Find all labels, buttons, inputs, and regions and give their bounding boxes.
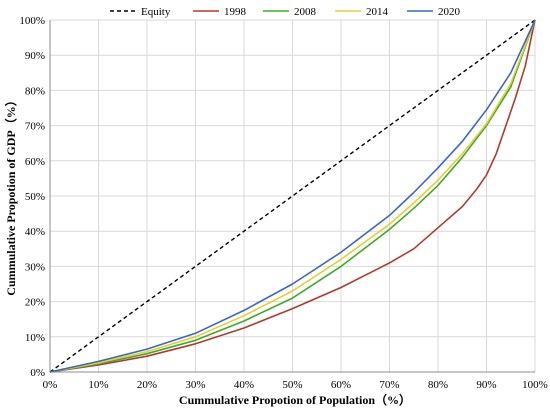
y-tick-label: 70% bbox=[25, 121, 45, 133]
grid bbox=[50, 19, 536, 372]
y-axis-title: Cummulative Propotion of GDP（%） bbox=[3, 94, 18, 295]
x-tick-label: 80% bbox=[428, 379, 448, 391]
y-tick-label: 80% bbox=[25, 85, 45, 97]
tick-labels: 0% 10% 20% 30% 40% 50% 60% 70% 80% 90% 100% 0% 10% 20… bbox=[19, 15, 548, 391]
x-tick-label: 0% bbox=[43, 379, 58, 391]
x-tick-label: 90% bbox=[476, 379, 496, 391]
y-tick-label: 10% bbox=[25, 332, 45, 344]
y-tick-label: 60% bbox=[25, 156, 45, 168]
series-line-1998 bbox=[49, 19, 536, 373]
legend-label-2020: 2020 bbox=[438, 6, 461, 18]
series-line-2020 bbox=[49, 19, 536, 373]
axes bbox=[49, 20, 535, 373]
y-tick-label: 90% bbox=[25, 50, 45, 62]
x-tick-label: 30% bbox=[185, 379, 205, 391]
legend-label-equity: Equity bbox=[141, 6, 171, 18]
x-tick-label: 40% bbox=[234, 379, 254, 391]
x-tick-label: 60% bbox=[331, 379, 351, 391]
series-line-2014 bbox=[49, 19, 536, 373]
legend-label-1998: 1998 bbox=[224, 6, 247, 18]
series-line-equity bbox=[49, 19, 536, 373]
legend-label-2014: 2014 bbox=[366, 6, 389, 18]
legend-label-2008: 2008 bbox=[294, 6, 317, 18]
y-tick-label: 50% bbox=[25, 191, 45, 203]
y-tick-label: 30% bbox=[25, 261, 45, 273]
legend: Equity 1998 2008 2014 2020 bbox=[110, 6, 461, 18]
series-lines bbox=[49, 19, 536, 373]
x-tick-label: 70% bbox=[379, 379, 399, 391]
y-tick-label: 20% bbox=[25, 297, 45, 309]
x-tick-label: 10% bbox=[88, 379, 108, 391]
x-tick-label: 20% bbox=[137, 379, 157, 391]
x-tick-label: 50% bbox=[282, 379, 302, 391]
y-tick-label: 40% bbox=[25, 226, 45, 238]
series-line-2008 bbox=[49, 19, 536, 373]
y-tick-label: 0% bbox=[30, 367, 45, 379]
x-tick-label: 100% bbox=[522, 379, 548, 391]
x-axis-title: Cummulative Propotion of Population（%） bbox=[179, 392, 411, 407]
y-tick-label: 100% bbox=[19, 15, 45, 27]
